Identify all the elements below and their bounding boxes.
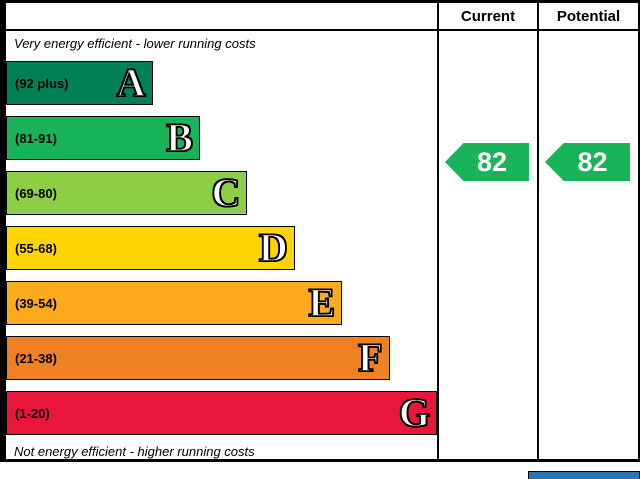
potential-rating-arrow: 82 bbox=[545, 143, 630, 181]
band-range-a: (92 plus) bbox=[15, 75, 69, 91]
current-column-header: Current bbox=[437, 3, 537, 29]
current-rating-value: 82 bbox=[476, 146, 508, 177]
chart-body: Very energy efficient - lower running co… bbox=[6, 31, 638, 461]
band-range-f: (21-38) bbox=[15, 350, 57, 366]
band-range-d: (55-68) bbox=[15, 240, 57, 256]
bands-column: Very energy efficient - lower running co… bbox=[6, 31, 437, 461]
band-letter-c: C bbox=[211, 170, 241, 215]
current-rating-column: 82 bbox=[437, 31, 537, 461]
band-bar-g: (1-20) G bbox=[6, 391, 437, 435]
band-letter-d: D bbox=[258, 225, 288, 270]
band-letter-f: F bbox=[357, 335, 383, 380]
potential-rating-value: 82 bbox=[577, 146, 608, 177]
top-caption: Very energy efficient - lower running co… bbox=[14, 36, 256, 51]
band-bar-a: (92 plus) A bbox=[6, 61, 153, 105]
band-bar-f: (21-38) F bbox=[6, 336, 390, 380]
band-letter-b: B bbox=[165, 115, 193, 160]
potential-rating-column: 82 bbox=[537, 31, 638, 461]
band-range-e: (39-54) bbox=[15, 295, 57, 311]
potential-column-header: Potential bbox=[537, 3, 638, 29]
eu-directive-box-partial bbox=[528, 471, 640, 479]
current-rating-arrow: 82 bbox=[445, 143, 529, 181]
band-letter-g: G bbox=[398, 390, 431, 435]
bottom-caption: Not energy efficient - higher running co… bbox=[14, 444, 255, 459]
band-range-b: (81-91) bbox=[15, 130, 57, 146]
band-bars: (92 plus) A (81-91) B (69-80) C (55-68) … bbox=[6, 61, 437, 435]
band-bar-b: (81-91) B bbox=[6, 116, 200, 160]
band-range-c: (69-80) bbox=[15, 185, 57, 201]
band-letter-e: E bbox=[308, 280, 336, 325]
band-letter-a: A bbox=[116, 60, 146, 105]
band-bar-d: (55-68) D bbox=[6, 226, 295, 270]
header-row: Current Potential bbox=[6, 3, 638, 31]
epc-table: Current Potential Very energy efficient … bbox=[0, 0, 640, 462]
header-spacer bbox=[6, 3, 437, 29]
band-range-g: (1-20) bbox=[15, 405, 50, 421]
band-bar-e: (39-54) E bbox=[6, 280, 343, 325]
band-bar-c: (69-80) C bbox=[6, 170, 248, 215]
